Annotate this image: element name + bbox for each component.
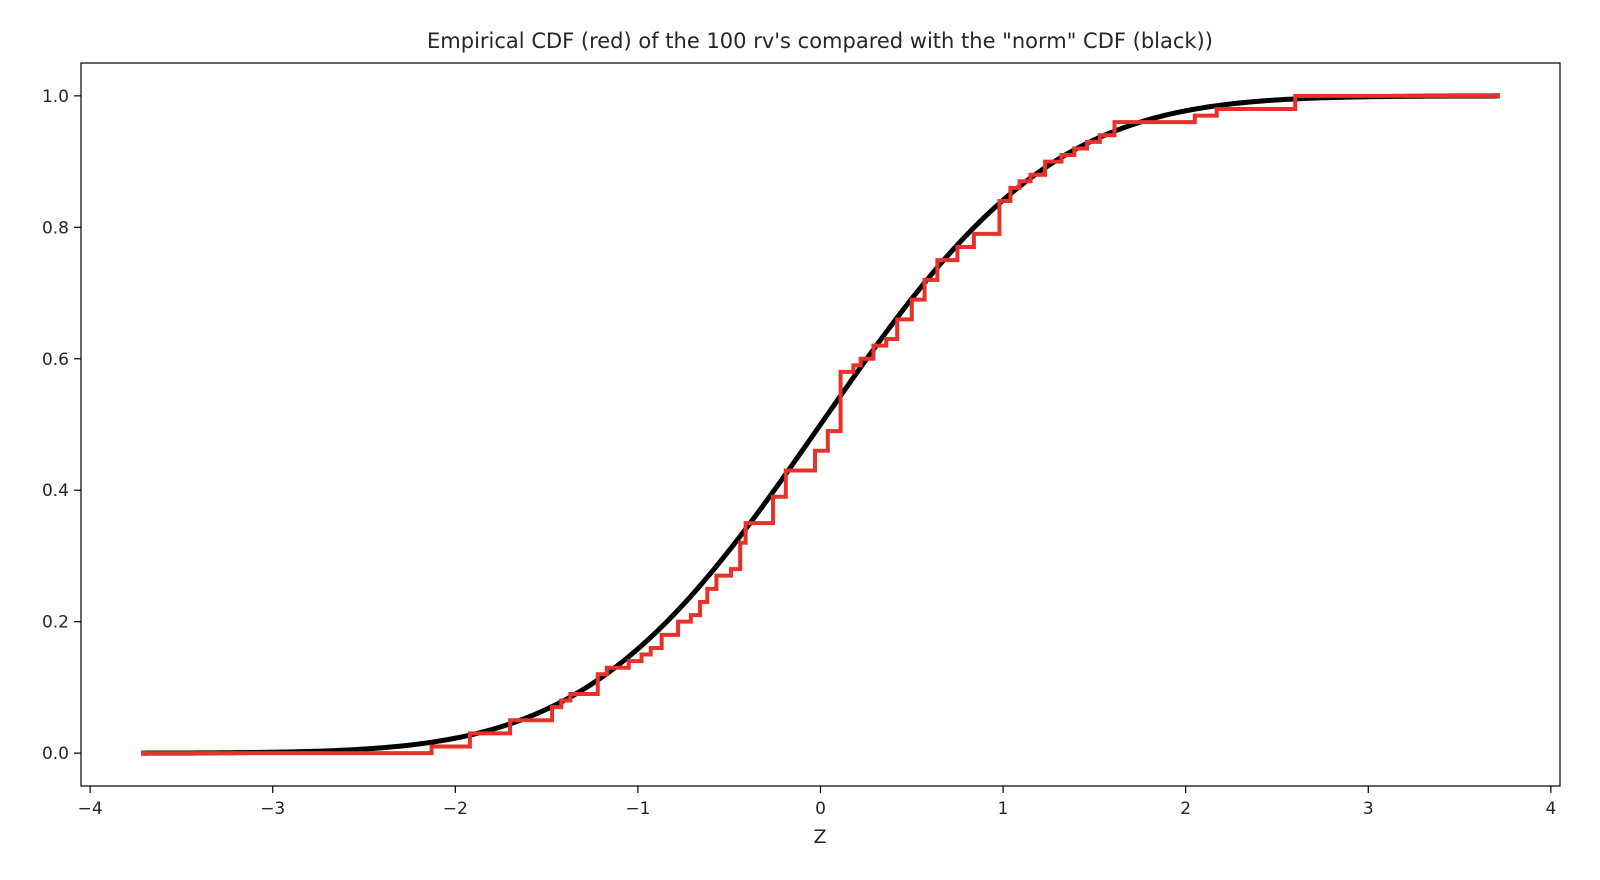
x-tick-label: −1 [625,799,650,819]
x-tick-label: 1 [998,799,1009,819]
x-tick-label: 4 [1545,799,1556,819]
x-tick-label: −3 [260,799,285,819]
y-tick-label: 0.2 [42,613,69,633]
chart-title: Empirical CDF (red) of the 100 rv's comp… [427,29,1213,53]
y-tick-label: 0.8 [42,218,69,238]
x-tick-label: 2 [1180,799,1191,819]
x-tick-label: 0 [815,799,826,819]
x-axis-label: Z [813,826,826,848]
x-tick-label: −2 [443,799,468,819]
y-tick-label: 0.4 [42,481,69,501]
normal-cdf-line [141,93,1500,756]
y-tick-label: 0.6 [42,350,69,370]
x-tick-label: −4 [78,799,103,819]
empirical-cdf-step-line [141,93,1500,756]
y-tick-label: 0.0 [42,744,69,764]
y-tick-label: 1.0 [42,87,69,107]
x-tick-label: 3 [1363,799,1374,819]
